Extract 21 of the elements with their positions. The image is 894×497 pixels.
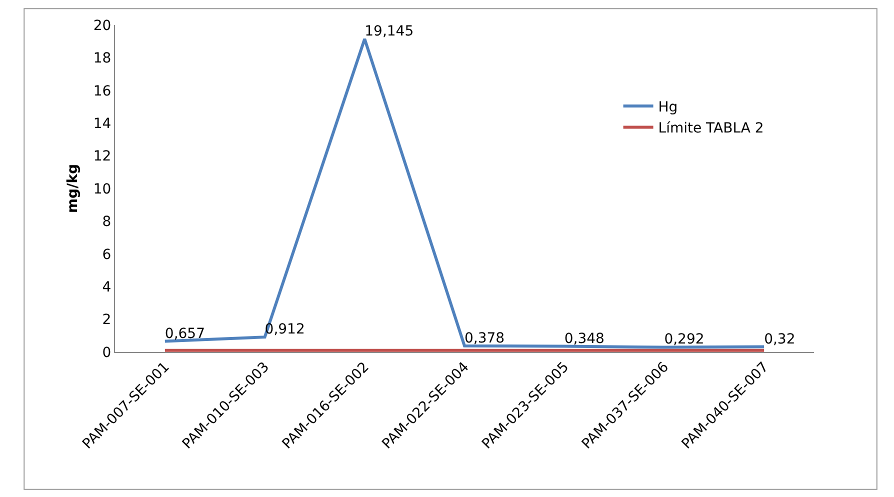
y-tick-label: 6 (102, 246, 112, 263)
legend-label: Hg (658, 99, 678, 116)
line-series (163, 37, 766, 349)
legend-label: Límite TABLA 2 (658, 120, 764, 137)
y-tick-label: 10 (93, 181, 112, 198)
y-tick-label: 18 (93, 50, 112, 67)
y-tick-label: 2 (102, 312, 112, 328)
y-tick-label: 16 (93, 83, 112, 100)
y-tick-label: 8 (102, 214, 112, 230)
data-label: 19,145 (364, 23, 414, 40)
y-tick-label: 14 (93, 116, 112, 132)
y-tick-label: 20 (93, 18, 112, 34)
y-tick-label: 4 (102, 280, 112, 296)
data-label: 0,378 (464, 330, 505, 346)
y-tick-label: 0 (102, 344, 112, 361)
y-axis-title: mg/kg (65, 164, 81, 214)
y-tick-label: 12 (93, 148, 112, 165)
data-label: 0,657 (164, 326, 206, 342)
data-label: 0,292 (664, 332, 704, 348)
data-label: 0,348 (564, 330, 604, 347)
data-label: 0,32 (764, 331, 796, 348)
